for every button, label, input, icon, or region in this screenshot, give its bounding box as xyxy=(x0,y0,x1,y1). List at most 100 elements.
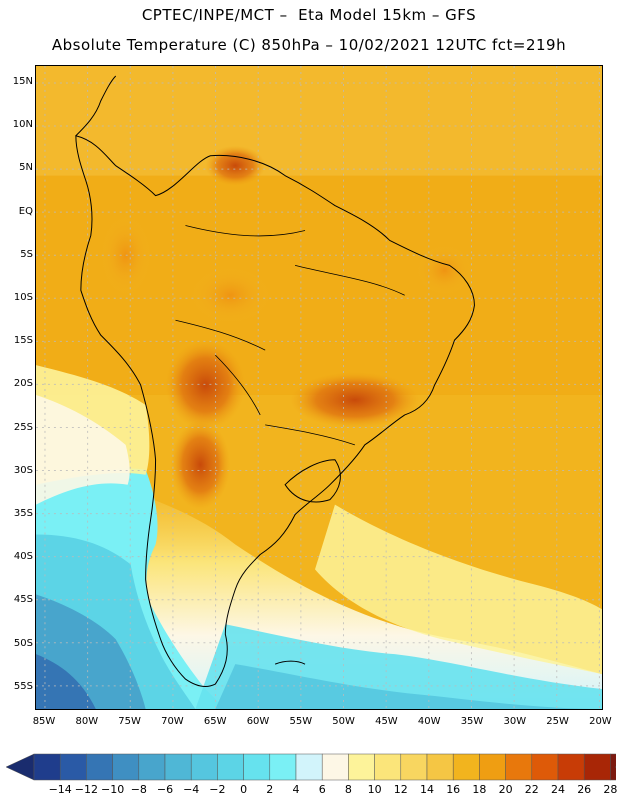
colorbar-tick-label: −4 xyxy=(183,783,200,796)
lon-label-75w: 75W xyxy=(118,716,141,727)
colorbar-tick-label: −14 xyxy=(48,783,72,796)
colorbar-segment xyxy=(190,753,218,781)
colorbar-tick-label: 18 xyxy=(472,783,487,796)
lat-label-15s: 15S xyxy=(13,335,33,347)
colorbar-tick-label: −8 xyxy=(130,783,147,796)
colorbar-segment xyxy=(557,753,585,781)
hotspot-se-brazil xyxy=(290,372,420,428)
lon-label-50w: 50W xyxy=(332,716,355,727)
lon-label-70w: 70W xyxy=(161,716,184,727)
colorbar-segment xyxy=(348,753,375,781)
colorbar-over-arrow xyxy=(614,766,616,768)
lon-label-55w: 55W xyxy=(289,716,313,727)
colorbar-segment xyxy=(112,753,140,781)
lat-label-20s: 20S xyxy=(13,378,33,390)
colorbar-segment xyxy=(531,753,559,781)
colorbar-segment xyxy=(86,753,113,781)
colorbar-tick-label: 0 xyxy=(240,783,248,796)
lat-label-5n: 5N xyxy=(19,162,33,174)
colorbar-segment xyxy=(610,753,616,781)
hotspot-argentina-north xyxy=(170,419,231,510)
lat-label-40s: 40S xyxy=(13,551,33,563)
lat-label-eq: EQ xyxy=(18,205,33,217)
lat-label-45s: 45S xyxy=(13,594,33,606)
lat-label-30s: 30S xyxy=(13,464,33,476)
lat-label-50s: 50S xyxy=(13,637,33,649)
colorbar-segment xyxy=(269,753,297,781)
hotspot-chaco xyxy=(165,340,246,430)
lat-label-25s: 25S xyxy=(13,421,33,433)
colorbar-segment xyxy=(505,753,533,781)
country-borders xyxy=(175,225,405,446)
hotspot-venezuela xyxy=(205,145,266,186)
colorbar-segment xyxy=(426,753,454,781)
lon-label-25w: 25W xyxy=(546,716,569,727)
lon-label-30w: 30W xyxy=(503,716,527,727)
colorbar-segment xyxy=(321,753,349,781)
colorbar-tick-label: 8 xyxy=(344,783,352,796)
colorbar-tick-label: 22 xyxy=(524,783,539,796)
colorbar-tick-label: 6 xyxy=(318,783,326,796)
colorbar-tick-label: 16 xyxy=(446,783,461,796)
hotspot-andes-north xyxy=(100,215,151,296)
field-south-gradient xyxy=(36,464,602,709)
temperature-colorbar xyxy=(6,753,616,781)
colorbar-tick-label: −2 xyxy=(209,783,226,796)
map-canvas xyxy=(36,66,602,709)
lat-label-10n: 10N xyxy=(12,119,33,131)
lon-label-60w: 60W xyxy=(246,716,270,727)
south-america-coast xyxy=(75,135,475,688)
colorbar-segment xyxy=(217,753,244,781)
colorbar-segment xyxy=(243,753,271,781)
map-title-line2: Absolute Temperature (C) 850hPa – 10/02/… xyxy=(51,36,567,54)
falklands xyxy=(274,660,306,665)
colorbar-tick-label: 28 xyxy=(603,783,618,796)
colorbar-segment xyxy=(295,753,323,781)
colorbar-tick-label: −12 xyxy=(74,783,98,796)
colorbar-tick-label: 20 xyxy=(498,783,513,796)
colorbar-tick-label: 12 xyxy=(393,783,408,796)
colorbar-segment xyxy=(400,753,428,781)
colorbar-tick-label: 4 xyxy=(292,783,300,796)
colorbar-tick-label: 14 xyxy=(420,783,434,796)
lon-label-35w: 35W xyxy=(460,716,484,727)
temperature-map[interactable] xyxy=(35,65,603,710)
lat-label-10s: 10S xyxy=(13,292,33,303)
lat-label-55s: 55S xyxy=(13,680,33,692)
colorbar-tick-label: 26 xyxy=(577,783,592,796)
field-south-atlantic-cold-2 xyxy=(215,664,602,709)
lat-label-15n: 15N xyxy=(12,76,33,87)
colorbar-under-arrow xyxy=(6,753,35,781)
colorbar-tick-label: 24 xyxy=(551,783,565,796)
field-atlantic-tongue xyxy=(315,504,602,675)
coastlines xyxy=(75,75,475,688)
lon-label-80w: 80W xyxy=(75,716,99,727)
colorbar-segment xyxy=(583,753,611,781)
lon-label-65w: 65W xyxy=(203,716,227,727)
hotspot-ne-brazil xyxy=(416,245,473,296)
colorbar-tick-label: −6 xyxy=(156,783,174,796)
colorbar-tick-label: −10 xyxy=(100,783,125,796)
colorbar-tick-label: 2 xyxy=(266,783,274,796)
lon-label-45w: 45W xyxy=(375,716,398,727)
colorbar-segment xyxy=(33,753,61,781)
field-pacific-white xyxy=(36,394,130,505)
gridlines xyxy=(36,66,602,709)
lon-label-85w: 85W xyxy=(32,716,56,727)
lat-label-35s: 35S xyxy=(13,508,33,519)
colorbar-segment xyxy=(452,753,480,781)
colorbar-segment xyxy=(164,753,192,781)
field-pacific-cold-4 xyxy=(36,654,96,709)
lon-label-20w: 20W xyxy=(589,716,612,727)
colorbar-segment xyxy=(59,753,87,781)
colorbar-segment xyxy=(479,753,506,781)
lat-label-5s: 5S xyxy=(20,248,33,260)
uruguay-border xyxy=(284,459,341,503)
colorbar-tick-label: 10 xyxy=(367,783,382,796)
hotspot-amazon-south xyxy=(190,267,271,324)
colorbar-segment xyxy=(374,753,402,781)
central-america-coast xyxy=(75,75,117,137)
lon-label-40w: 40W xyxy=(417,716,441,727)
colorbar-segment xyxy=(138,753,166,781)
map-title-line1: CPTEC/INPE/MCT – Eta Model 15km – GFS xyxy=(141,6,477,24)
